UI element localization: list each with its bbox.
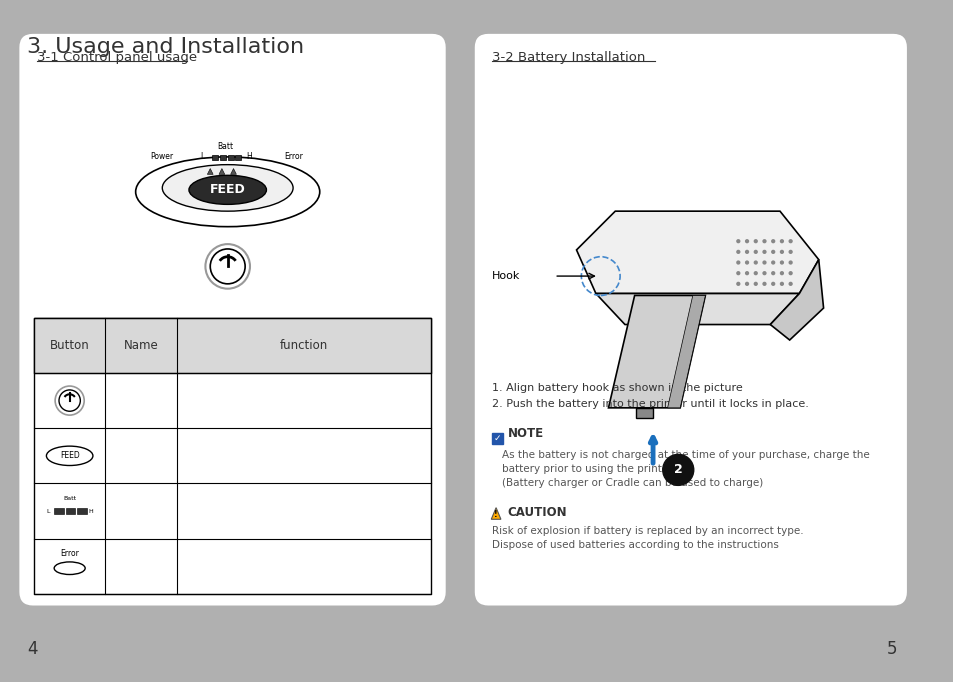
Text: L: L [47, 509, 51, 514]
Circle shape [761, 261, 766, 265]
Bar [77, 508, 87, 514]
Circle shape [761, 239, 766, 243]
Text: Risk of explosion if battery is replaced by an incorrect type.: Risk of explosion if battery is replaced… [492, 526, 803, 536]
Circle shape [753, 239, 757, 243]
Text: Power: Power [150, 152, 173, 162]
Text: 3-1 Control panel usage: 3-1 Control panel usage [37, 51, 196, 64]
Bar [235, 155, 241, 160]
Text: Button: Button [50, 339, 90, 352]
Circle shape [744, 282, 748, 286]
Circle shape [788, 271, 792, 276]
Text: 2. Push the battery into the printer until it locks in place.: 2. Push the battery into the printer unt… [492, 399, 808, 409]
Text: NOTE: NOTE [507, 427, 543, 440]
Text: 2: 2 [673, 463, 682, 476]
Polygon shape [207, 168, 213, 175]
Circle shape [770, 282, 775, 286]
Text: Dispose of used batteries according to the instructions: Dispose of used batteries according to t… [492, 539, 779, 550]
Text: 1. Align battery hook as shown in the picture: 1. Align battery hook as shown in the pi… [492, 383, 742, 393]
FancyBboxPatch shape [19, 34, 445, 606]
Text: ✓: ✓ [494, 434, 500, 443]
Bar [228, 155, 233, 160]
Circle shape [761, 271, 766, 276]
Text: Batt: Batt [217, 142, 233, 151]
Text: Error: Error [60, 548, 79, 558]
Text: 4: 4 [27, 640, 37, 658]
Bar [492, 433, 502, 444]
Text: H: H [89, 509, 93, 514]
Circle shape [788, 261, 792, 265]
Bar [220, 155, 226, 160]
Circle shape [779, 239, 783, 243]
Circle shape [736, 271, 740, 276]
Circle shape [770, 271, 775, 276]
Ellipse shape [162, 164, 293, 211]
Text: (Battery charger or Cradle can be used to charge): (Battery charger or Cradle can be used t… [501, 477, 762, 488]
Text: Error: Error [284, 152, 303, 162]
Text: H: H [246, 152, 252, 162]
Ellipse shape [135, 157, 319, 226]
Circle shape [761, 250, 766, 254]
Bar [34, 318, 431, 594]
Text: As the battery is not charged at the time of your purchase, charge the: As the battery is not charged at the tim… [501, 451, 869, 460]
Circle shape [736, 239, 740, 243]
Polygon shape [576, 211, 818, 293]
Circle shape [770, 250, 775, 254]
Text: FEED: FEED [210, 183, 245, 196]
Bar [212, 155, 218, 160]
Text: 3. Usage and Installation: 3. Usage and Installation [27, 37, 304, 57]
Circle shape [753, 250, 757, 254]
Circle shape [753, 261, 757, 265]
Text: !: ! [494, 510, 497, 519]
Bar [635, 408, 653, 417]
Circle shape [736, 261, 740, 265]
Circle shape [55, 386, 84, 415]
Text: L: L [200, 152, 204, 162]
Circle shape [753, 271, 757, 276]
Text: 5: 5 [885, 640, 896, 658]
Bar [34, 318, 431, 373]
Circle shape [788, 250, 792, 254]
Circle shape [210, 249, 245, 284]
Text: Hook: Hook [492, 271, 520, 281]
Circle shape [59, 390, 80, 411]
Circle shape [779, 261, 783, 265]
Polygon shape [231, 168, 236, 175]
Bar [66, 508, 75, 514]
Circle shape [744, 250, 748, 254]
Circle shape [788, 239, 792, 243]
Polygon shape [769, 260, 822, 340]
Text: Batt: Batt [63, 496, 76, 501]
Circle shape [662, 454, 693, 486]
Bar [54, 508, 64, 514]
Circle shape [744, 271, 748, 276]
Text: battery prior to using the printer: battery prior to using the printer [501, 464, 672, 474]
Circle shape [779, 250, 783, 254]
Text: Name: Name [124, 339, 158, 352]
Circle shape [753, 282, 757, 286]
Polygon shape [667, 295, 704, 408]
FancyBboxPatch shape [475, 34, 906, 606]
Text: 3-2 Battery Installation: 3-2 Battery Installation [492, 51, 645, 64]
Polygon shape [608, 295, 704, 408]
Polygon shape [491, 507, 500, 519]
Circle shape [779, 282, 783, 286]
Circle shape [779, 271, 783, 276]
Circle shape [788, 282, 792, 286]
Circle shape [736, 250, 740, 254]
Ellipse shape [54, 562, 85, 574]
Polygon shape [596, 293, 799, 325]
Circle shape [744, 261, 748, 265]
Ellipse shape [47, 446, 92, 466]
Ellipse shape [189, 175, 266, 205]
Circle shape [205, 244, 250, 288]
Circle shape [744, 239, 748, 243]
Circle shape [761, 282, 766, 286]
Text: FEED: FEED [60, 451, 79, 460]
Polygon shape [219, 168, 225, 175]
Text: CAUTION: CAUTION [507, 506, 567, 519]
Text: function: function [279, 339, 328, 352]
Circle shape [770, 239, 775, 243]
Circle shape [736, 282, 740, 286]
Circle shape [770, 261, 775, 265]
